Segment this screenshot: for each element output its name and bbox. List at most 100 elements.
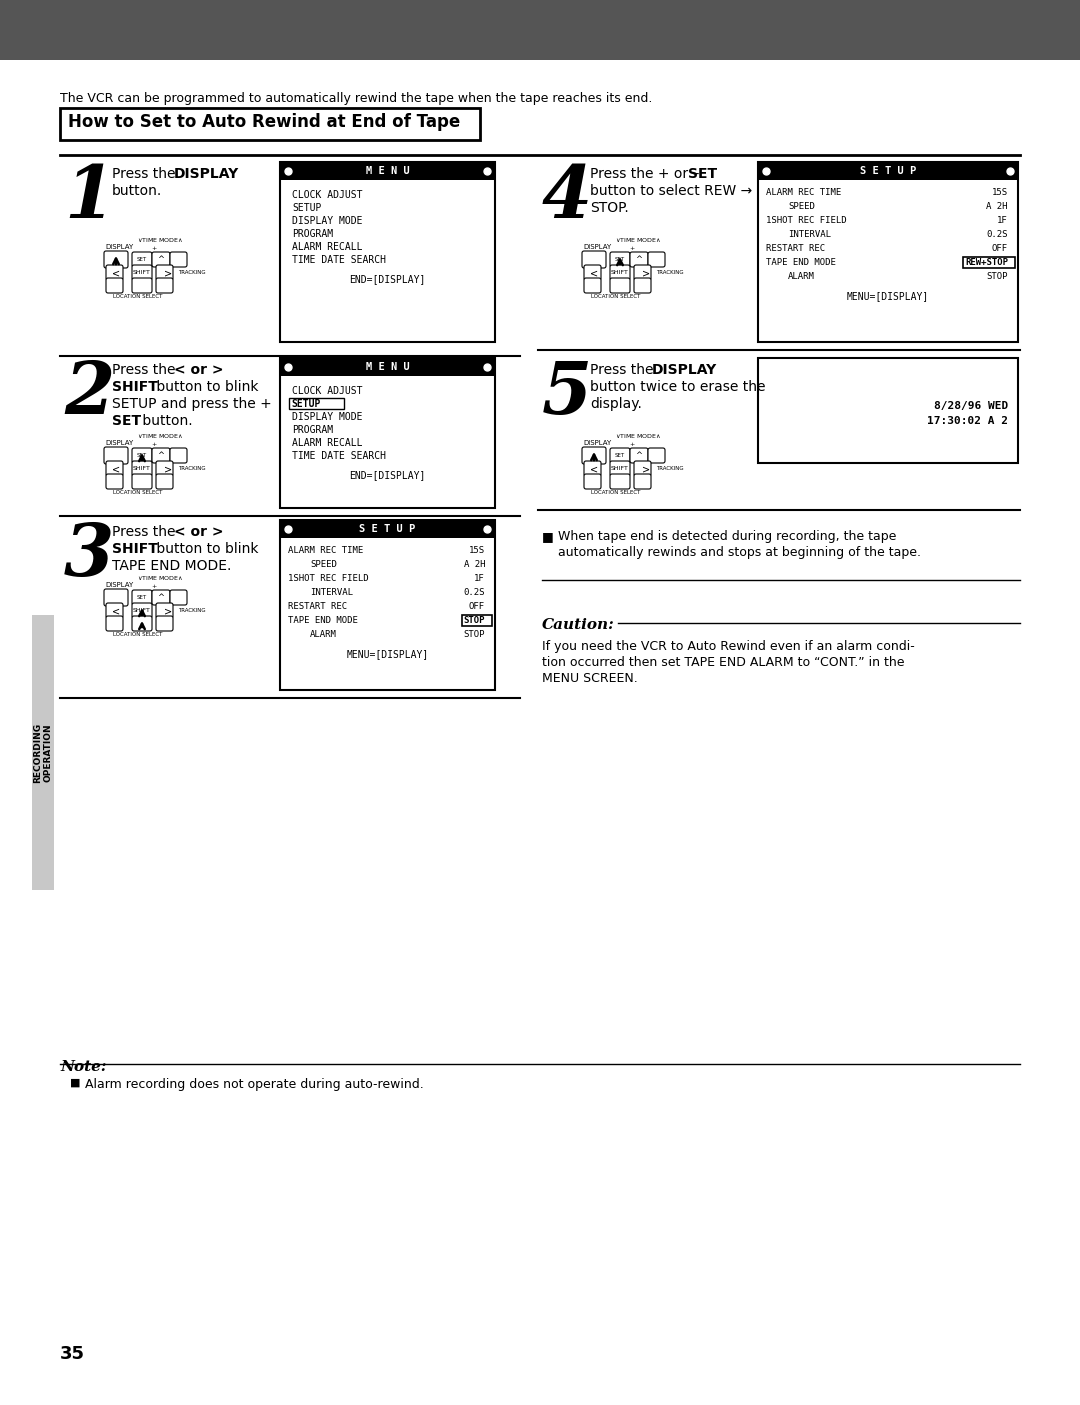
FancyBboxPatch shape <box>610 473 630 489</box>
FancyBboxPatch shape <box>152 251 170 267</box>
Text: 35: 35 <box>60 1345 85 1363</box>
Text: SHIFT: SHIFT <box>133 608 151 614</box>
Text: STOP: STOP <box>986 273 1008 281</box>
Text: ALARM RECALL: ALARM RECALL <box>292 438 363 448</box>
FancyBboxPatch shape <box>648 448 665 464</box>
FancyBboxPatch shape <box>582 447 606 464</box>
Text: DISPLAY: DISPLAY <box>106 582 134 589</box>
Text: DISPLAY: DISPLAY <box>174 167 240 181</box>
Text: If you need the VCR to Auto Rewind even if an alarm condi-: If you need the VCR to Auto Rewind even … <box>542 641 915 653</box>
Text: 0.2S: 0.2S <box>463 589 485 597</box>
Text: 2: 2 <box>64 358 114 429</box>
Text: MENU=[DISPLAY]: MENU=[DISPLAY] <box>347 649 429 659</box>
Text: 17:30:02 A 2: 17:30:02 A 2 <box>927 416 1008 427</box>
Text: ■: ■ <box>70 1078 81 1087</box>
Text: TRACKING: TRACKING <box>178 607 205 613</box>
Text: CLOCK ADJUST: CLOCK ADJUST <box>292 190 363 200</box>
Text: >: > <box>642 464 650 473</box>
Text: END=[DISPLAY]: END=[DISPLAY] <box>349 274 426 284</box>
FancyBboxPatch shape <box>610 251 630 267</box>
Text: How to Set to Auto Rewind at End of Tape: How to Set to Auto Rewind at End of Tape <box>68 112 460 131</box>
Text: M E N U: M E N U <box>366 166 409 176</box>
Text: TRACKING: TRACKING <box>178 270 205 274</box>
Text: SHIFT: SHIFT <box>112 542 158 556</box>
Text: PROGRAM: PROGRAM <box>292 424 333 436</box>
Text: LOCATION SELECT: LOCATION SELECT <box>113 489 163 495</box>
FancyBboxPatch shape <box>610 266 630 280</box>
FancyBboxPatch shape <box>106 473 123 489</box>
FancyBboxPatch shape <box>106 278 123 294</box>
Bar <box>758 162 1018 341</box>
FancyBboxPatch shape <box>634 473 651 489</box>
Text: 0.2S: 0.2S <box>986 230 1008 239</box>
Text: Press the + or –: Press the + or – <box>590 167 704 181</box>
FancyBboxPatch shape <box>156 266 173 280</box>
Bar <box>462 615 492 627</box>
Text: ALARM REC TIME: ALARM REC TIME <box>288 547 363 555</box>
Bar <box>758 358 1018 464</box>
Text: SHIFT: SHIFT <box>611 466 629 472</box>
Text: The VCR can be programmed to automatically rewind the tape when the tape reaches: The VCR can be programmed to automatical… <box>60 91 652 105</box>
Text: ^: ^ <box>158 451 164 459</box>
Text: 5: 5 <box>542 358 592 429</box>
FancyBboxPatch shape <box>584 266 600 280</box>
FancyBboxPatch shape <box>132 615 152 631</box>
Text: 1: 1 <box>64 162 114 233</box>
Text: TRACKING: TRACKING <box>656 465 684 471</box>
Bar <box>289 398 345 409</box>
Text: A 2H: A 2H <box>463 561 485 569</box>
FancyBboxPatch shape <box>132 448 152 464</box>
FancyBboxPatch shape <box>106 603 123 618</box>
FancyBboxPatch shape <box>156 603 173 618</box>
Text: REW+STOP: REW+STOP <box>966 259 1008 267</box>
Bar <box>963 257 1015 268</box>
Text: ^: ^ <box>635 254 643 264</box>
Text: >: > <box>642 268 650 278</box>
Text: display.: display. <box>590 398 642 412</box>
Text: S E T U P: S E T U P <box>860 166 916 176</box>
Text: Alarm recording does not operate during auto-rewind.: Alarm recording does not operate during … <box>85 1078 423 1092</box>
FancyBboxPatch shape <box>132 266 152 280</box>
FancyBboxPatch shape <box>584 278 600 294</box>
FancyBboxPatch shape <box>634 266 651 280</box>
Text: SHIFT: SHIFT <box>133 271 151 275</box>
Text: TAPE END MODE: TAPE END MODE <box>766 259 836 267</box>
FancyBboxPatch shape <box>582 251 606 268</box>
Text: +: + <box>151 443 157 447</box>
Text: >: > <box>164 268 172 278</box>
FancyBboxPatch shape <box>132 461 152 476</box>
Text: <: < <box>590 268 598 278</box>
Text: INTERVAL: INTERVAL <box>310 589 353 597</box>
FancyBboxPatch shape <box>104 589 129 606</box>
Text: 3: 3 <box>64 520 114 592</box>
Text: ■: ■ <box>542 530 554 542</box>
FancyBboxPatch shape <box>132 473 152 489</box>
Text: $\vee$TIME MODE$\wedge$: $\vee$TIME MODE$\wedge$ <box>137 236 184 244</box>
Text: $\vee$TIME MODE$\wedge$: $\vee$TIME MODE$\wedge$ <box>137 431 184 440</box>
FancyBboxPatch shape <box>156 473 173 489</box>
Bar <box>60 108 480 140</box>
Text: STOP: STOP <box>463 615 485 625</box>
Text: A 2H: A 2H <box>986 202 1008 211</box>
FancyBboxPatch shape <box>104 251 129 268</box>
Text: 1F: 1F <box>997 216 1008 225</box>
Text: CLOCK ADJUST: CLOCK ADJUST <box>292 386 363 396</box>
Text: Caution:: Caution: <box>542 618 615 632</box>
Text: < or >: < or > <box>174 525 224 540</box>
Text: SHIFT: SHIFT <box>112 379 158 393</box>
Text: SETUP: SETUP <box>291 399 321 409</box>
Text: DISPLAY: DISPLAY <box>106 440 134 445</box>
Text: <: < <box>590 464 598 473</box>
Text: LOCATION SELECT: LOCATION SELECT <box>592 294 640 298</box>
Text: 15S: 15S <box>469 547 485 555</box>
Text: >: > <box>164 464 172 473</box>
Text: RESTART REC: RESTART REC <box>766 244 825 253</box>
Text: OFF: OFF <box>469 601 485 611</box>
Text: +: + <box>151 584 157 589</box>
Text: RESTART REC: RESTART REC <box>288 601 347 611</box>
Text: button to blink: button to blink <box>152 542 258 556</box>
Text: Press the: Press the <box>112 362 180 377</box>
FancyBboxPatch shape <box>648 251 665 267</box>
FancyBboxPatch shape <box>104 447 129 464</box>
FancyBboxPatch shape <box>584 461 600 476</box>
